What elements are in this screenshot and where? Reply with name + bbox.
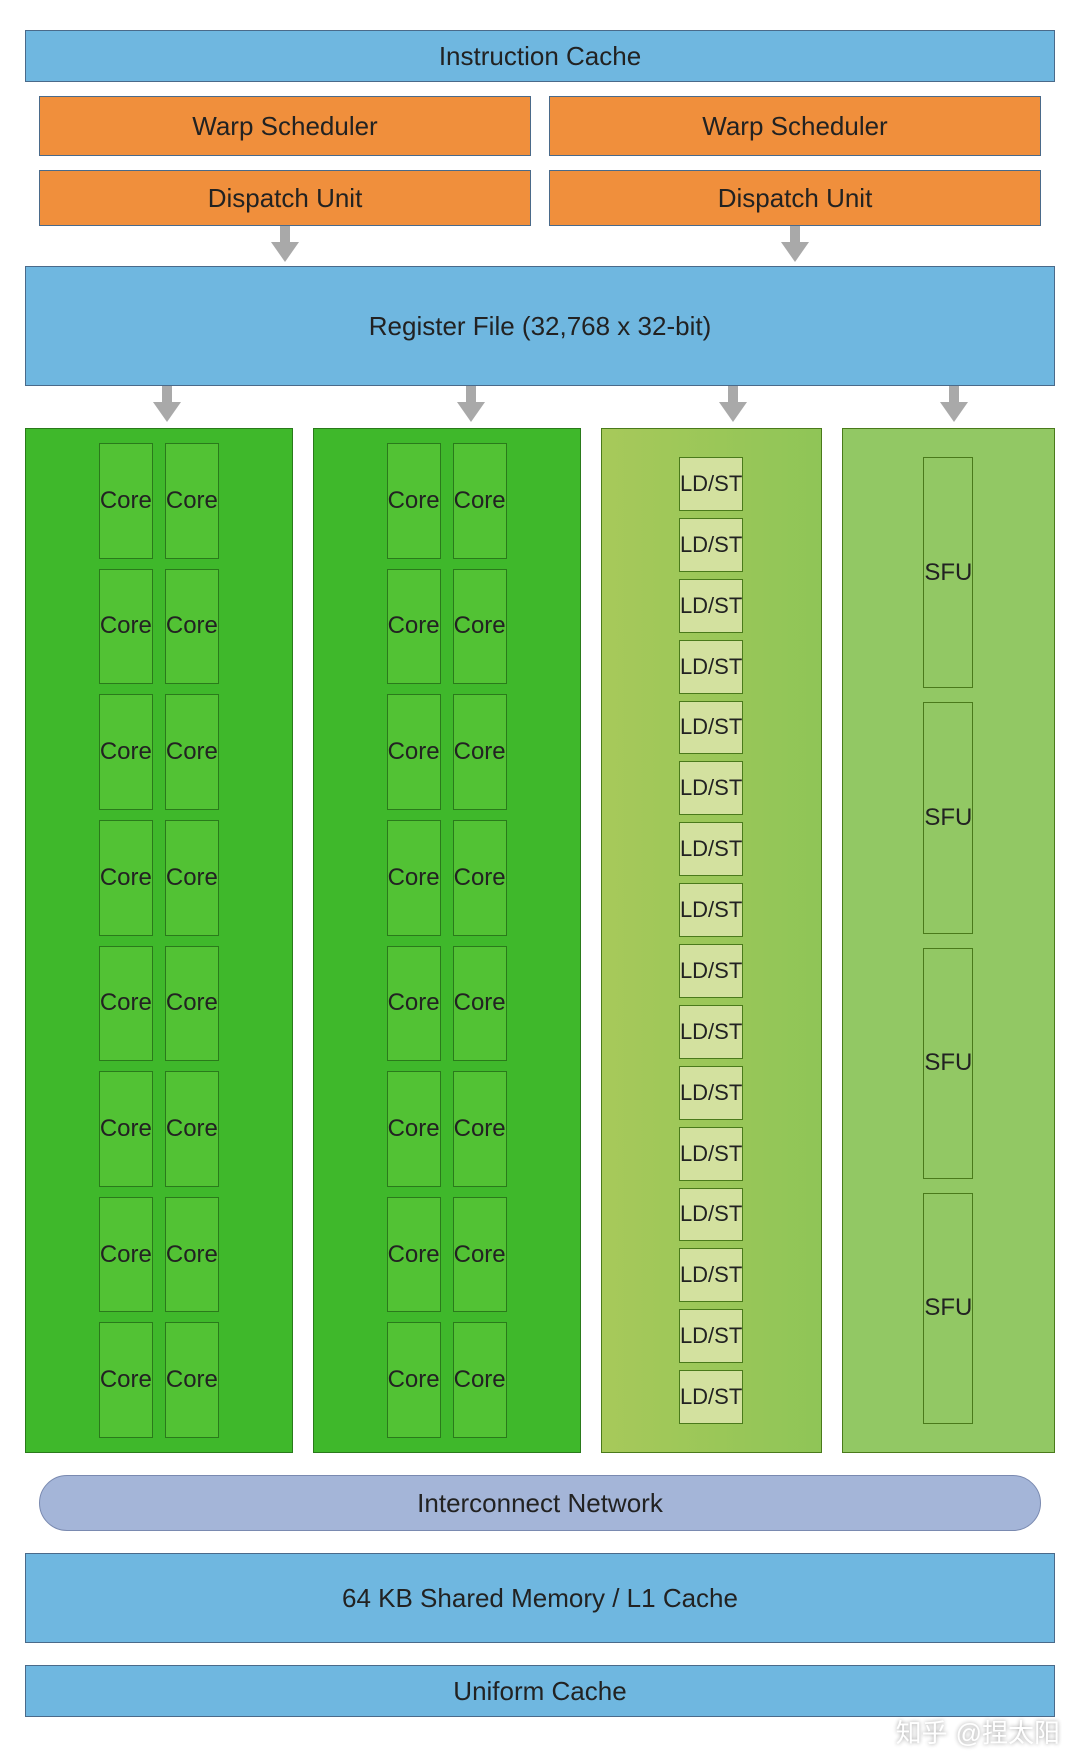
sfu-cell: SFU xyxy=(923,948,973,1179)
ldst-cell: LD/ST xyxy=(679,701,743,755)
core-cell: Core xyxy=(165,569,219,685)
ldst-cell: LD/ST xyxy=(679,944,743,998)
core-cell: Core xyxy=(387,1071,441,1187)
core-cell: Core xyxy=(165,1197,219,1313)
sfu-cell: SFU xyxy=(923,1193,973,1424)
core-cell: Core xyxy=(99,443,153,559)
arrow-down-icon xyxy=(719,386,747,428)
arrow-down-icon xyxy=(271,226,299,266)
warp-scheduler-left: Warp Scheduler xyxy=(39,96,531,156)
ldst-cell: LD/ST xyxy=(679,1309,743,1363)
uniform-cache-block: Uniform Cache xyxy=(25,1665,1055,1717)
sfu-cell: SFU xyxy=(923,702,973,933)
shared-memory-block: 64 KB Shared Memory / L1 Cache xyxy=(25,1553,1055,1643)
core-cell: Core xyxy=(387,443,441,559)
ldst-cell: LD/ST xyxy=(679,1005,743,1059)
core-cell: Core xyxy=(387,569,441,685)
register-file-block: Register File (32,768 x 32-bit) xyxy=(25,266,1055,386)
ldst-cell: LD/ST xyxy=(679,579,743,633)
core-cell: Core xyxy=(453,946,507,1062)
watermark: 知乎 @捏太阳 xyxy=(896,1713,1060,1750)
ldst-cell: LD/ST xyxy=(679,1248,743,1302)
ldst-cell: LD/ST xyxy=(679,1188,743,1242)
core-cell: Core xyxy=(99,694,153,810)
core-cell: Core xyxy=(387,1322,441,1438)
sfu-cell: SFU xyxy=(923,457,973,688)
ldst-cell: LD/ST xyxy=(679,1066,743,1120)
ldst-cell: LD/ST xyxy=(679,1370,743,1424)
watermark-user: @捏太阳 xyxy=(956,1713,1060,1750)
core-cell: Core xyxy=(453,1322,507,1438)
core-cell: Core xyxy=(453,1071,507,1187)
core-cell: Core xyxy=(165,694,219,810)
core-cell: Core xyxy=(99,1071,153,1187)
sfu-block: SFU SFU SFU SFU xyxy=(842,428,1055,1453)
arrow-down-icon xyxy=(457,386,485,428)
core-cell: Core xyxy=(165,1071,219,1187)
ldst-cell: LD/ST xyxy=(679,883,743,937)
dispatch-unit-left: Dispatch Unit xyxy=(39,170,531,226)
ldst-cell: LD/ST xyxy=(679,822,743,876)
core-cell: Core xyxy=(387,820,441,936)
watermark-site: 知乎 xyxy=(896,1713,948,1750)
core-cell: Core xyxy=(453,694,507,810)
dispatch-unit-right: Dispatch Unit xyxy=(549,170,1041,226)
core-cell: Core xyxy=(453,820,507,936)
core-cell: Core xyxy=(99,569,153,685)
core-cell: Core xyxy=(165,946,219,1062)
core-cell: Core xyxy=(99,1197,153,1313)
ldst-block: LD/ST LD/ST LD/ST LD/ST LD/ST LD/ST LD/S… xyxy=(601,428,822,1453)
core-cell: Core xyxy=(165,1322,219,1438)
core-cell: Core xyxy=(453,569,507,685)
core-cell: Core xyxy=(453,1197,507,1313)
arrow-down-icon xyxy=(781,226,809,266)
arrow-down-icon xyxy=(153,386,181,428)
ldst-cell: LD/ST xyxy=(679,761,743,815)
core-cell: Core xyxy=(387,1197,441,1313)
core-cell: Core xyxy=(165,443,219,559)
ldst-cell: LD/ST xyxy=(679,640,743,694)
ldst-cell: LD/ST xyxy=(679,1127,743,1181)
core-cell: Core xyxy=(387,946,441,1062)
warp-scheduler-right: Warp Scheduler xyxy=(549,96,1041,156)
arrow-down-icon xyxy=(940,386,968,428)
core-cell: Core xyxy=(99,1322,153,1438)
instruction-cache-block: Instruction Cache xyxy=(25,30,1055,82)
core-cell: Core xyxy=(99,946,153,1062)
core-block-1: CoreCore CoreCore CoreCore CoreCore Core… xyxy=(25,428,293,1453)
ldst-cell: LD/ST xyxy=(679,518,743,572)
core-cell: Core xyxy=(99,820,153,936)
interconnect-block: Interconnect Network xyxy=(39,1475,1041,1531)
core-cell: Core xyxy=(387,694,441,810)
ldst-cell: LD/ST xyxy=(679,457,743,511)
core-cell: Core xyxy=(453,443,507,559)
core-block-2: CoreCore CoreCore CoreCore CoreCore Core… xyxy=(313,428,581,1453)
core-cell: Core xyxy=(165,820,219,936)
